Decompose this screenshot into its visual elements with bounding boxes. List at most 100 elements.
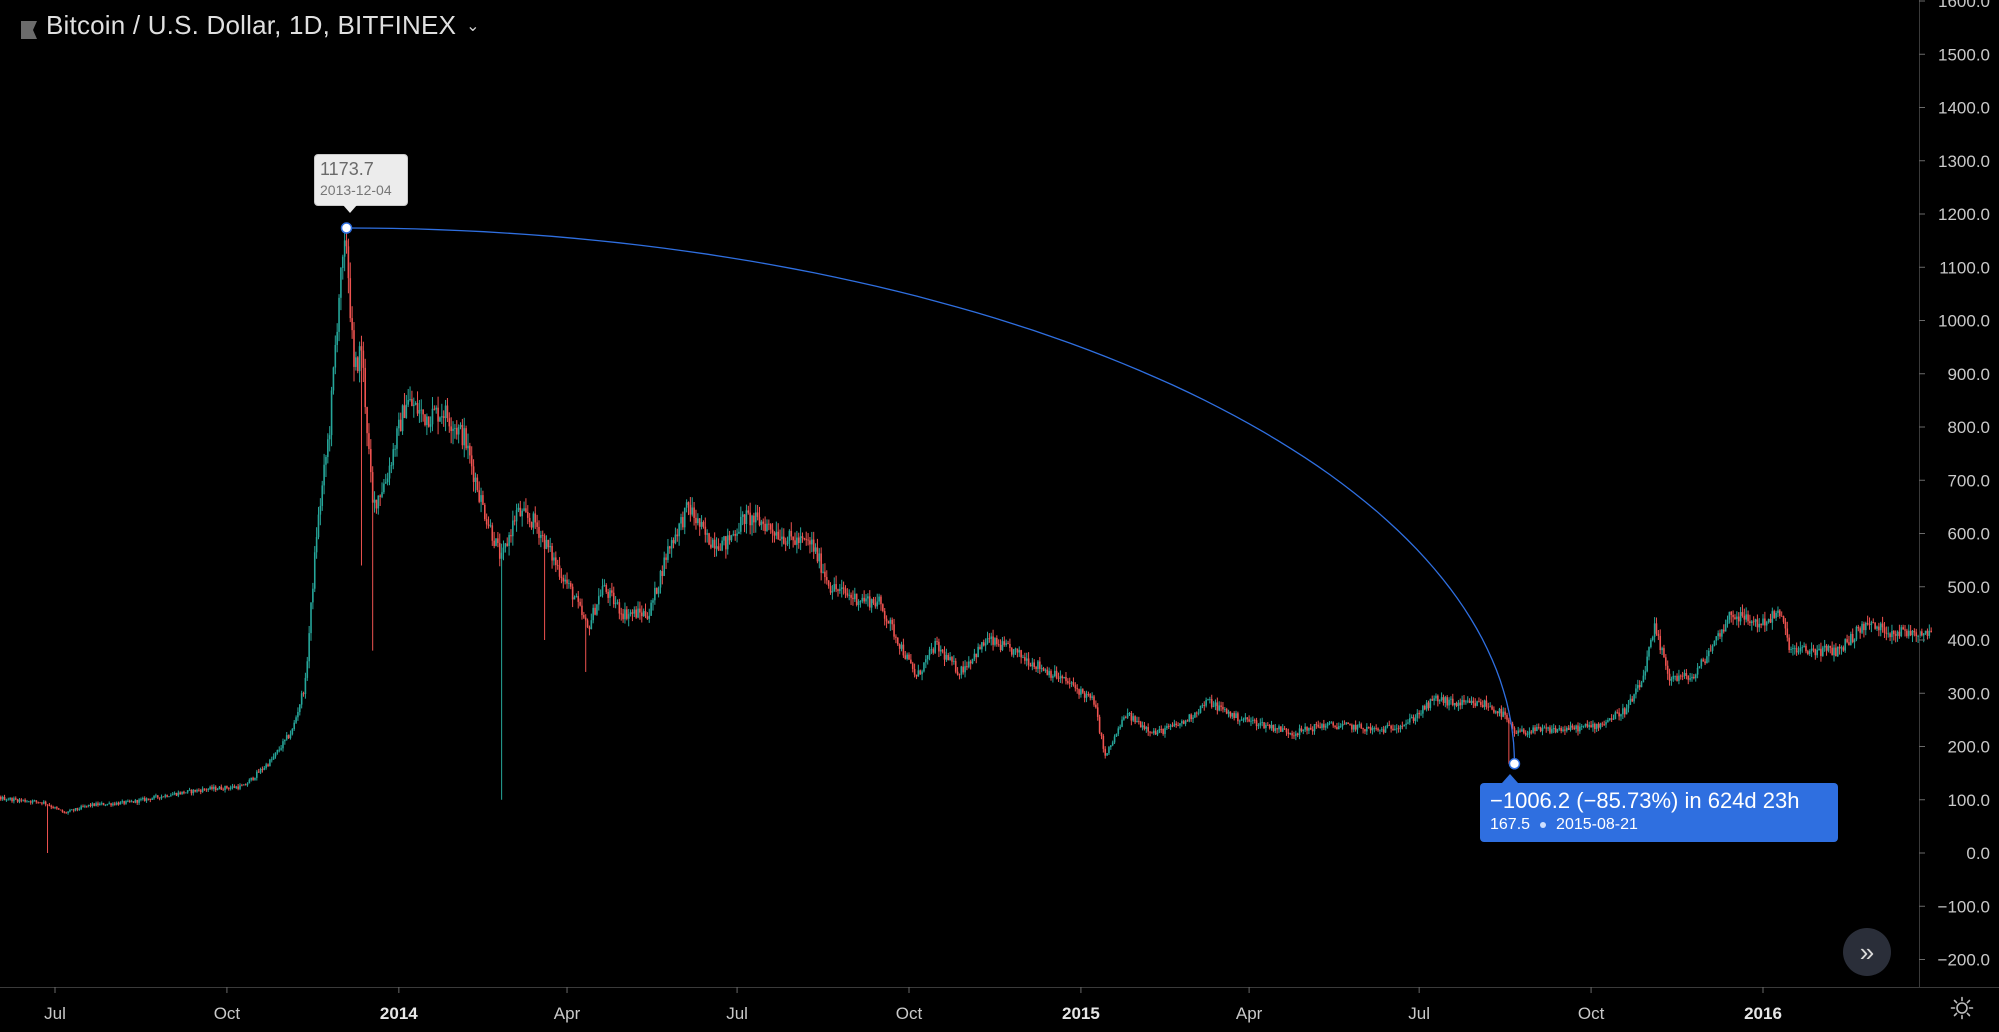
candle-body (1147, 727, 1149, 732)
candle-body (1451, 698, 1454, 706)
candle-body (0, 796, 2, 800)
candle-body (1736, 616, 1738, 620)
chevron-down-icon[interactable]: ⌄ (466, 17, 480, 35)
x-tick-label: Oct (1578, 1004, 1605, 1023)
measure-start-handle[interactable] (340, 222, 353, 234)
candle-body (117, 802, 120, 805)
candle-body (84, 805, 86, 807)
symbol-title[interactable]: Bitcoin / U.S. Dollar, 1D, BITFINEX (46, 10, 457, 40)
scroll-to-realtime-button[interactable]: » (1843, 928, 1891, 976)
measure-end-handle[interactable] (1508, 758, 1521, 770)
candle-body (882, 604, 884, 612)
candle-body (441, 416, 443, 418)
candle-body (487, 524, 490, 526)
candle-body (1807, 651, 1809, 654)
candle-body (1072, 682, 1075, 686)
time-axis[interactable]: Jul Oct 2014 Apr Jul Oct 2015 Apr Jul Oct 2016 (44, 987, 1782, 1023)
candle-body (149, 798, 152, 800)
candle-body (1209, 699, 1211, 700)
candle-body (1472, 700, 1475, 704)
candle-body (575, 596, 578, 598)
candle-body (1358, 724, 1361, 726)
candle-body (1722, 629, 1725, 632)
candle-body (545, 539, 548, 549)
candle-body (270, 759, 273, 761)
candle-body (338, 297, 340, 332)
candle-body (336, 331, 338, 346)
candle-body (1476, 701, 1478, 706)
candle-body (683, 507, 686, 528)
candle-body (1181, 721, 1183, 724)
candle-body (274, 752, 277, 757)
candle-body (1633, 694, 1635, 702)
y-tick-label: 700.0 (1947, 471, 1990, 490)
candlestick-series (0, 226, 1932, 853)
candle-body (910, 659, 912, 664)
candle-body (614, 603, 617, 605)
candle-body (1285, 729, 1288, 733)
candle-body (1349, 724, 1351, 725)
candle-body (1831, 647, 1833, 656)
candle-body (1220, 705, 1222, 707)
candle-body (831, 591, 834, 593)
measure-result-tooltip: −1006.2 (−85.73%) in 624d 23h 167.5 2015… (1480, 774, 1838, 842)
candle-body (1913, 630, 1916, 633)
candle-body (37, 801, 39, 803)
candle-body (1926, 630, 1929, 636)
candle-body (1911, 630, 1914, 636)
candle-body (1657, 633, 1660, 636)
candle-body (411, 399, 413, 406)
candle-body (1679, 675, 1682, 677)
candle-body (986, 638, 989, 644)
candle-body (1779, 610, 1781, 616)
flag-icon[interactable] (20, 16, 38, 39)
candle-body (44, 801, 47, 805)
candle-body (31, 800, 34, 803)
candle-body (852, 597, 854, 600)
gear-icon[interactable] (1950, 996, 1974, 1020)
candle-body (902, 644, 905, 656)
candle-body (1242, 719, 1245, 721)
candle-body (226, 786, 228, 789)
candle-body (734, 534, 737, 536)
symbol-header[interactable]: Bitcoin / U.S. Dollar, 1D, BITFINEX ⌄ (20, 10, 480, 41)
candle-body (1205, 700, 1207, 706)
candle-body (964, 666, 966, 673)
candle-body (1478, 701, 1480, 703)
candle-body (687, 502, 690, 505)
candle-body (953, 660, 955, 662)
candle-body (1323, 724, 1325, 728)
candle-body (594, 607, 596, 615)
candle-body (1388, 725, 1391, 726)
candle-body (1623, 708, 1626, 715)
candle-body (562, 578, 565, 582)
candle-body (1067, 681, 1069, 684)
candle-body (427, 416, 430, 427)
candle-body (1425, 702, 1428, 710)
candle-body (930, 649, 933, 651)
candle-body (1762, 618, 1764, 626)
candle-body (1195, 712, 1198, 714)
candle-body (205, 789, 208, 791)
candle-body (175, 793, 178, 796)
candle-body (1003, 641, 1006, 645)
candle-body (1689, 678, 1691, 680)
candle-body (1515, 733, 1518, 734)
candle-body (123, 801, 125, 804)
candle-body (1369, 727, 1372, 731)
candle-body (1928, 630, 1931, 636)
price-axis[interactable]: 1600.0 1500.0 1400.0 1300.0 1200.0 1100.0 1000… (1919, 0, 1990, 970)
candle-body (867, 596, 869, 599)
candle-body (1851, 633, 1854, 643)
candle-body (717, 546, 720, 550)
candle-body (515, 510, 518, 522)
candle-body (1373, 727, 1376, 729)
candle-body (1407, 722, 1409, 724)
candle-body (1825, 645, 1828, 651)
candle-body (588, 627, 591, 630)
candle-body (377, 495, 380, 509)
candle-body (74, 808, 77, 811)
candle-body (1812, 648, 1815, 650)
